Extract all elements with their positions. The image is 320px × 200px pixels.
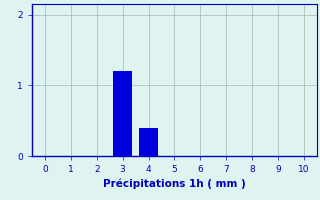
Bar — [139, 128, 158, 156]
X-axis label: Précipitations 1h ( mm ): Précipitations 1h ( mm ) — [103, 178, 246, 189]
Bar — [113, 71, 132, 156]
